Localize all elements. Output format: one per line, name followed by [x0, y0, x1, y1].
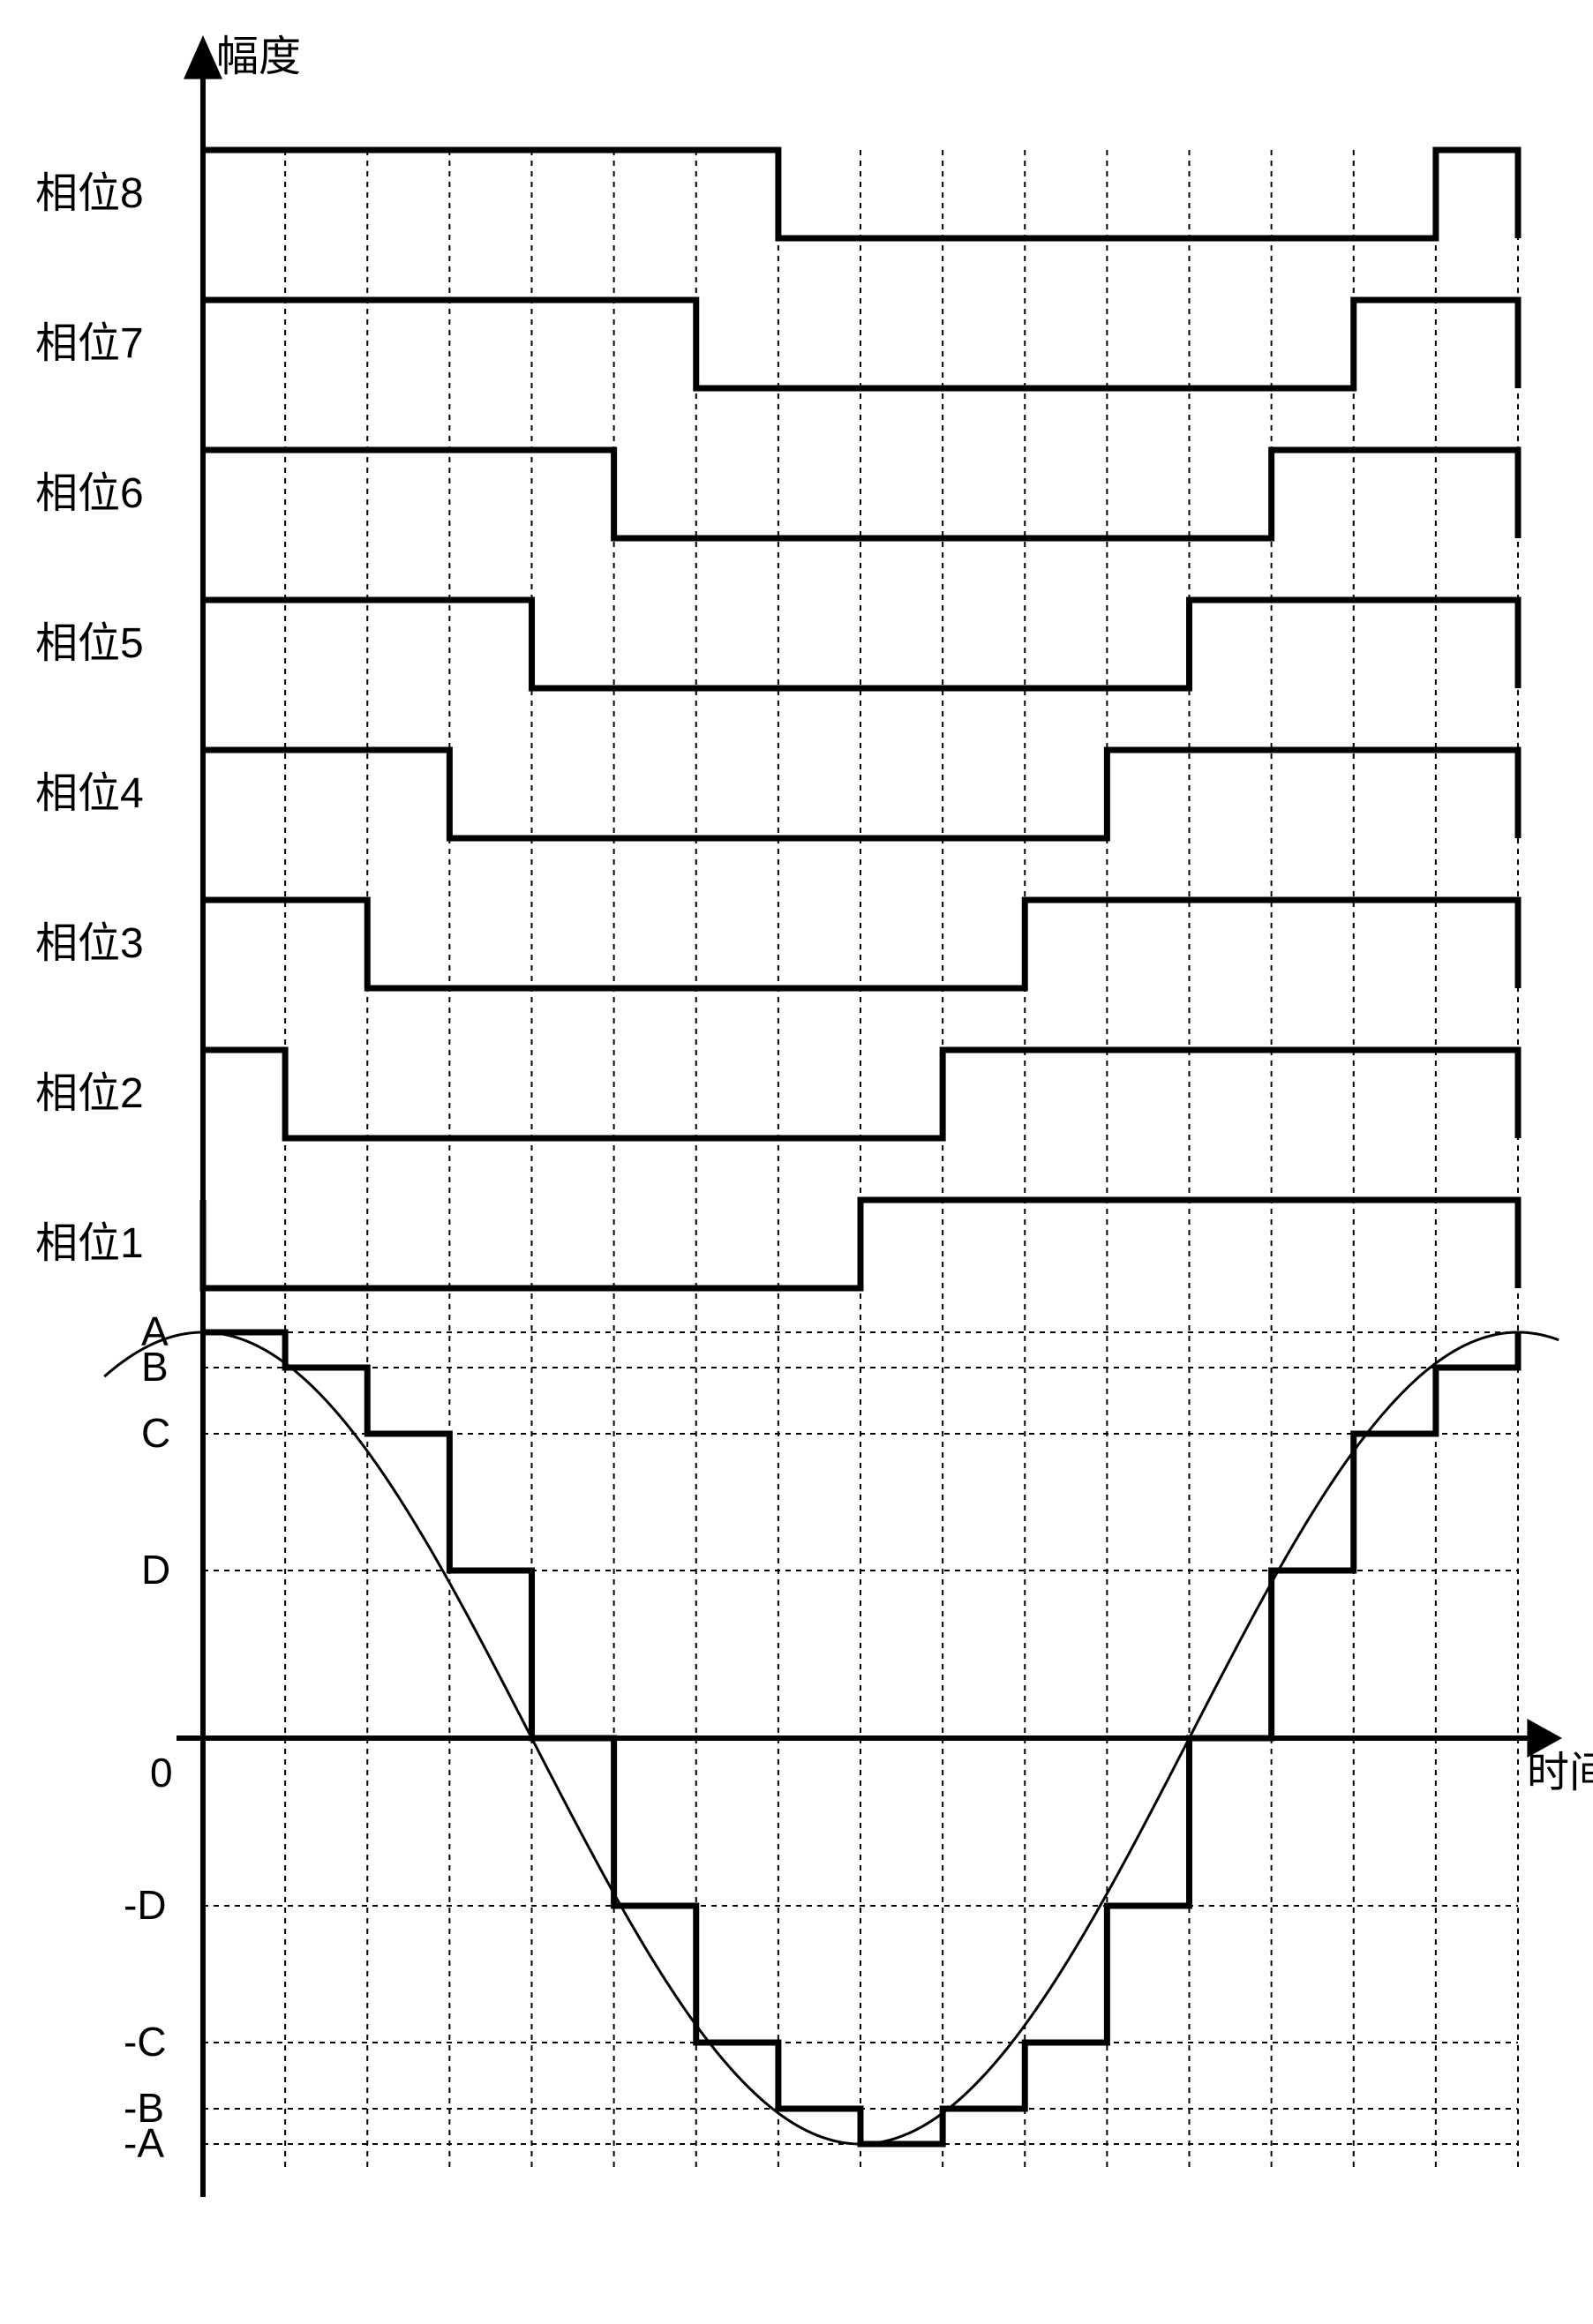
- phase-label: 相位7: [35, 320, 144, 367]
- phase-label: 相位6: [35, 470, 144, 517]
- diagram-svg: 幅度时间相位8相位7相位6相位5相位4相位3相位2相位1ABCD-D-C-B-A…: [18, 18, 1593, 2306]
- y-axis-label: 幅度: [216, 34, 301, 80]
- amplitude-label: B: [141, 1344, 169, 1390]
- amplitude-label: -C: [124, 2019, 167, 2065]
- amplitude-label: -D: [124, 1882, 167, 1928]
- amplitude-label: C: [141, 1410, 170, 1456]
- phase-waveform: [203, 750, 1518, 838]
- amplitude-label: D: [141, 1547, 170, 1593]
- zero-label: 0: [150, 1750, 173, 1795]
- phase-label: 相位5: [35, 620, 144, 667]
- phase-label: 相位3: [35, 920, 144, 967]
- phase-waveform: [203, 1200, 1518, 1288]
- phase-waveform: [203, 600, 1518, 688]
- amplitude-label: -A: [124, 2120, 164, 2166]
- x-axis-label: 时间: [1527, 1750, 1593, 1796]
- phase-label: 相位8: [35, 170, 144, 217]
- phase-label: 相位1: [35, 1220, 144, 1267]
- phase-label: 相位2: [35, 1070, 144, 1117]
- phase-label: 相位4: [35, 770, 144, 817]
- labels-layer: 幅度时间相位8相位7相位6相位5相位4相位3相位2相位1ABCD-D-C-B-A…: [35, 34, 1593, 2166]
- chart-container: 幅度时间相位8相位7相位6相位5相位4相位3相位2相位1ABCD-D-C-B-A…: [18, 18, 1593, 2306]
